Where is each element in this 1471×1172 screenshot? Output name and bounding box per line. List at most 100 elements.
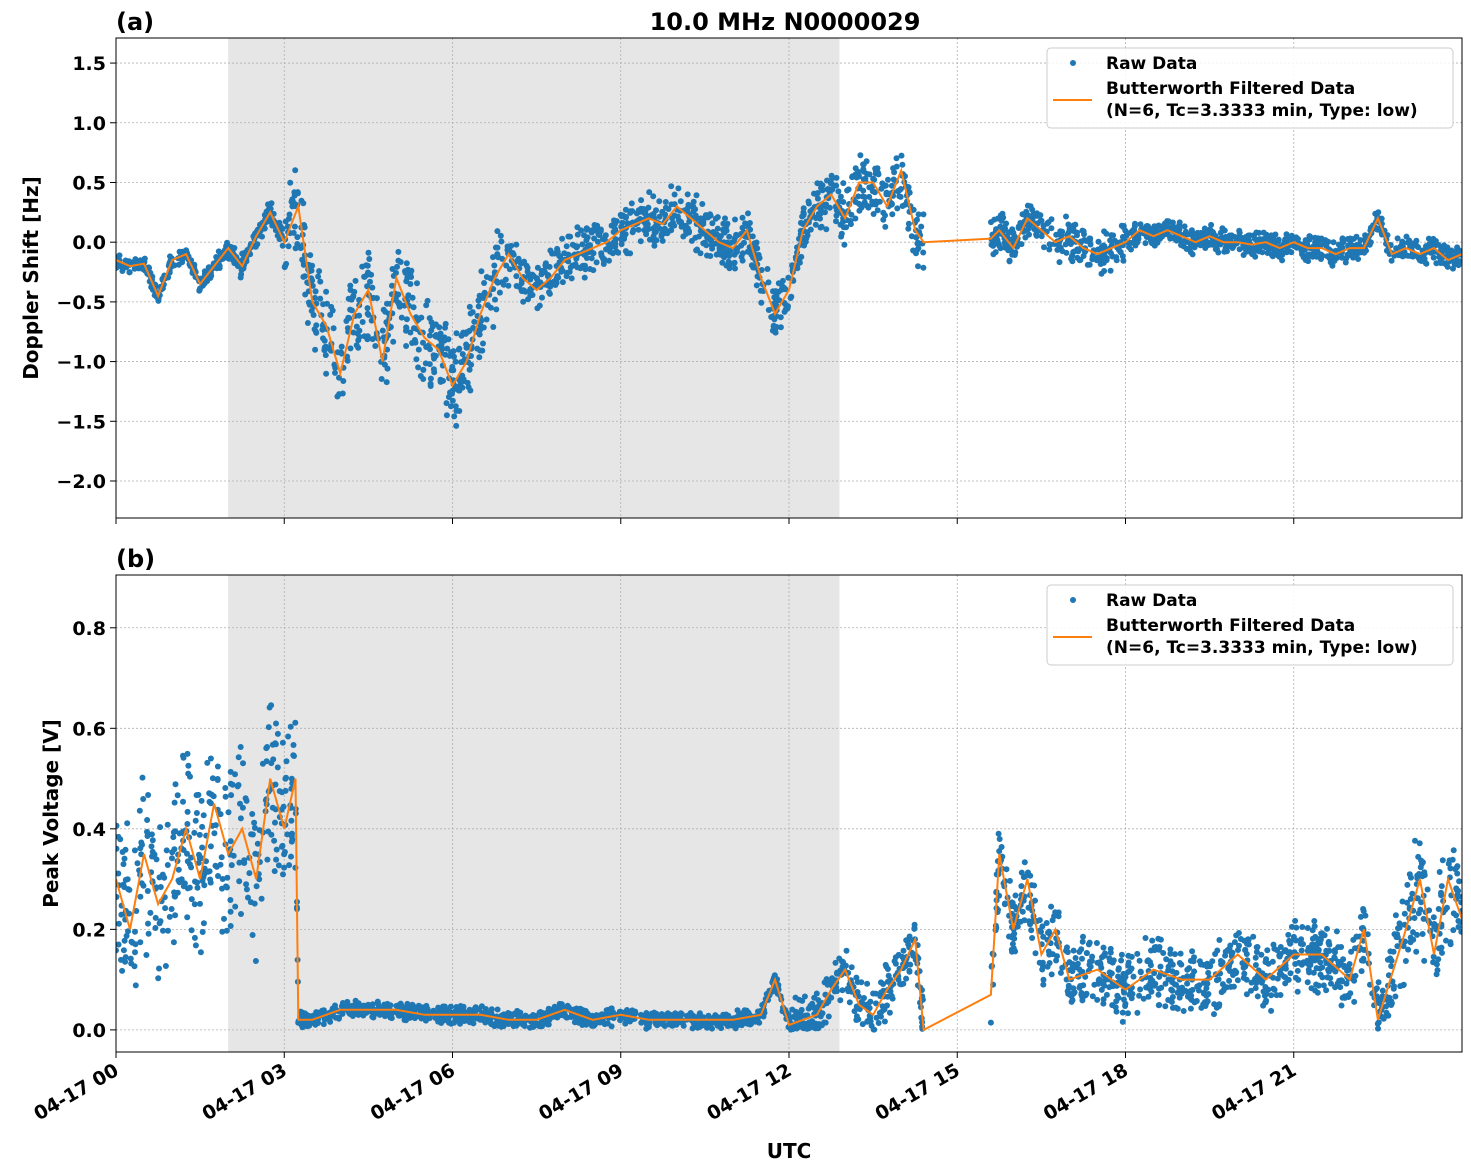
raw-point bbox=[660, 226, 667, 233]
raw-point bbox=[1019, 211, 1026, 218]
raw-point bbox=[1083, 950, 1090, 956]
raw-point bbox=[597, 226, 604, 233]
raw-point bbox=[188, 896, 195, 903]
raw-point bbox=[494, 228, 501, 235]
raw-point bbox=[1374, 1020, 1381, 1027]
raw-point bbox=[1168, 960, 1174, 966]
raw-point bbox=[1111, 237, 1118, 244]
raw-point bbox=[842, 962, 849, 969]
raw-point bbox=[222, 785, 229, 791]
raw-point bbox=[1142, 935, 1149, 941]
raw-point bbox=[505, 1021, 512, 1027]
raw-point bbox=[1205, 969, 1212, 976]
raw-point bbox=[279, 242, 286, 249]
raw-point bbox=[459, 351, 466, 358]
raw-point bbox=[415, 346, 422, 353]
raw-point bbox=[741, 239, 747, 246]
raw-point bbox=[1297, 940, 1304, 947]
raw-point bbox=[1251, 249, 1257, 256]
raw-point bbox=[1341, 964, 1348, 970]
raw-point bbox=[1070, 985, 1077, 992]
raw-point bbox=[561, 1012, 568, 1019]
raw-point bbox=[453, 422, 460, 429]
raw-point bbox=[893, 155, 900, 162]
raw-point bbox=[249, 932, 256, 938]
raw-point bbox=[659, 208, 666, 215]
raw-point bbox=[900, 947, 907, 954]
raw-point bbox=[710, 1019, 717, 1026]
raw-point bbox=[281, 864, 288, 871]
raw-point bbox=[1135, 235, 1142, 242]
raw-point bbox=[1043, 920, 1050, 926]
raw-point bbox=[536, 302, 543, 309]
raw-point bbox=[784, 305, 791, 312]
raw-point bbox=[306, 1022, 313, 1029]
raw-point bbox=[1142, 240, 1149, 247]
raw-point bbox=[414, 280, 420, 287]
raw-point bbox=[758, 299, 765, 306]
raw-point bbox=[1086, 961, 1093, 968]
raw-point bbox=[1054, 953, 1060, 960]
raw-point bbox=[164, 821, 171, 828]
raw-point bbox=[1212, 241, 1219, 248]
raw-point bbox=[907, 961, 914, 968]
raw-point bbox=[899, 161, 906, 168]
raw-point bbox=[191, 934, 198, 941]
raw-point bbox=[234, 783, 241, 790]
raw-point bbox=[1218, 989, 1225, 996]
raw-point bbox=[1375, 1025, 1381, 1032]
raw-point bbox=[1318, 235, 1325, 242]
raw-point bbox=[848, 211, 855, 218]
raw-point bbox=[1077, 256, 1084, 263]
raw-point bbox=[403, 260, 410, 267]
raw-point bbox=[513, 241, 520, 248]
raw-point bbox=[864, 980, 871, 987]
raw-point bbox=[235, 754, 242, 761]
raw-point bbox=[574, 243, 581, 250]
raw-point bbox=[860, 187, 867, 194]
raw-point bbox=[288, 833, 295, 840]
raw-point bbox=[1226, 977, 1233, 984]
raw-point bbox=[1236, 227, 1243, 234]
raw-point bbox=[843, 947, 850, 954]
x-tick-label: 04-17 09 bbox=[535, 1059, 627, 1125]
raw-point bbox=[1330, 239, 1337, 246]
raw-point bbox=[292, 719, 299, 726]
raw-point bbox=[1120, 257, 1127, 264]
raw-point bbox=[1177, 950, 1184, 957]
raw-point bbox=[1191, 232, 1198, 239]
raw-point bbox=[1040, 933, 1047, 940]
raw-point bbox=[854, 979, 861, 985]
raw-point bbox=[1036, 917, 1043, 924]
raw-point bbox=[683, 230, 689, 237]
raw-point bbox=[1415, 244, 1422, 251]
raw-point bbox=[402, 269, 409, 276]
raw-point bbox=[471, 318, 478, 325]
raw-point bbox=[511, 1010, 518, 1017]
raw-point bbox=[355, 1011, 362, 1018]
raw-point bbox=[443, 400, 450, 407]
raw-point bbox=[819, 1010, 826, 1017]
raw-point bbox=[1040, 976, 1047, 983]
raw-point bbox=[1041, 244, 1047, 251]
raw-point bbox=[116, 822, 120, 829]
raw-point bbox=[312, 346, 319, 353]
raw-point bbox=[388, 1012, 395, 1018]
raw-point bbox=[513, 273, 520, 280]
raw-point bbox=[1169, 222, 1176, 229]
raw-point bbox=[1079, 938, 1086, 945]
raw-point bbox=[918, 223, 925, 230]
raw-point bbox=[264, 744, 271, 750]
raw-point bbox=[403, 325, 410, 331]
raw-point bbox=[312, 294, 318, 301]
raw-point bbox=[653, 237, 660, 244]
raw-point bbox=[297, 1019, 304, 1026]
raw-point bbox=[645, 204, 652, 211]
raw-point bbox=[567, 233, 574, 240]
raw-point bbox=[881, 183, 888, 190]
raw-point bbox=[574, 231, 581, 238]
raw-point bbox=[787, 295, 794, 301]
raw-point bbox=[263, 758, 270, 765]
raw-point bbox=[195, 859, 202, 866]
raw-point bbox=[1063, 213, 1069, 220]
